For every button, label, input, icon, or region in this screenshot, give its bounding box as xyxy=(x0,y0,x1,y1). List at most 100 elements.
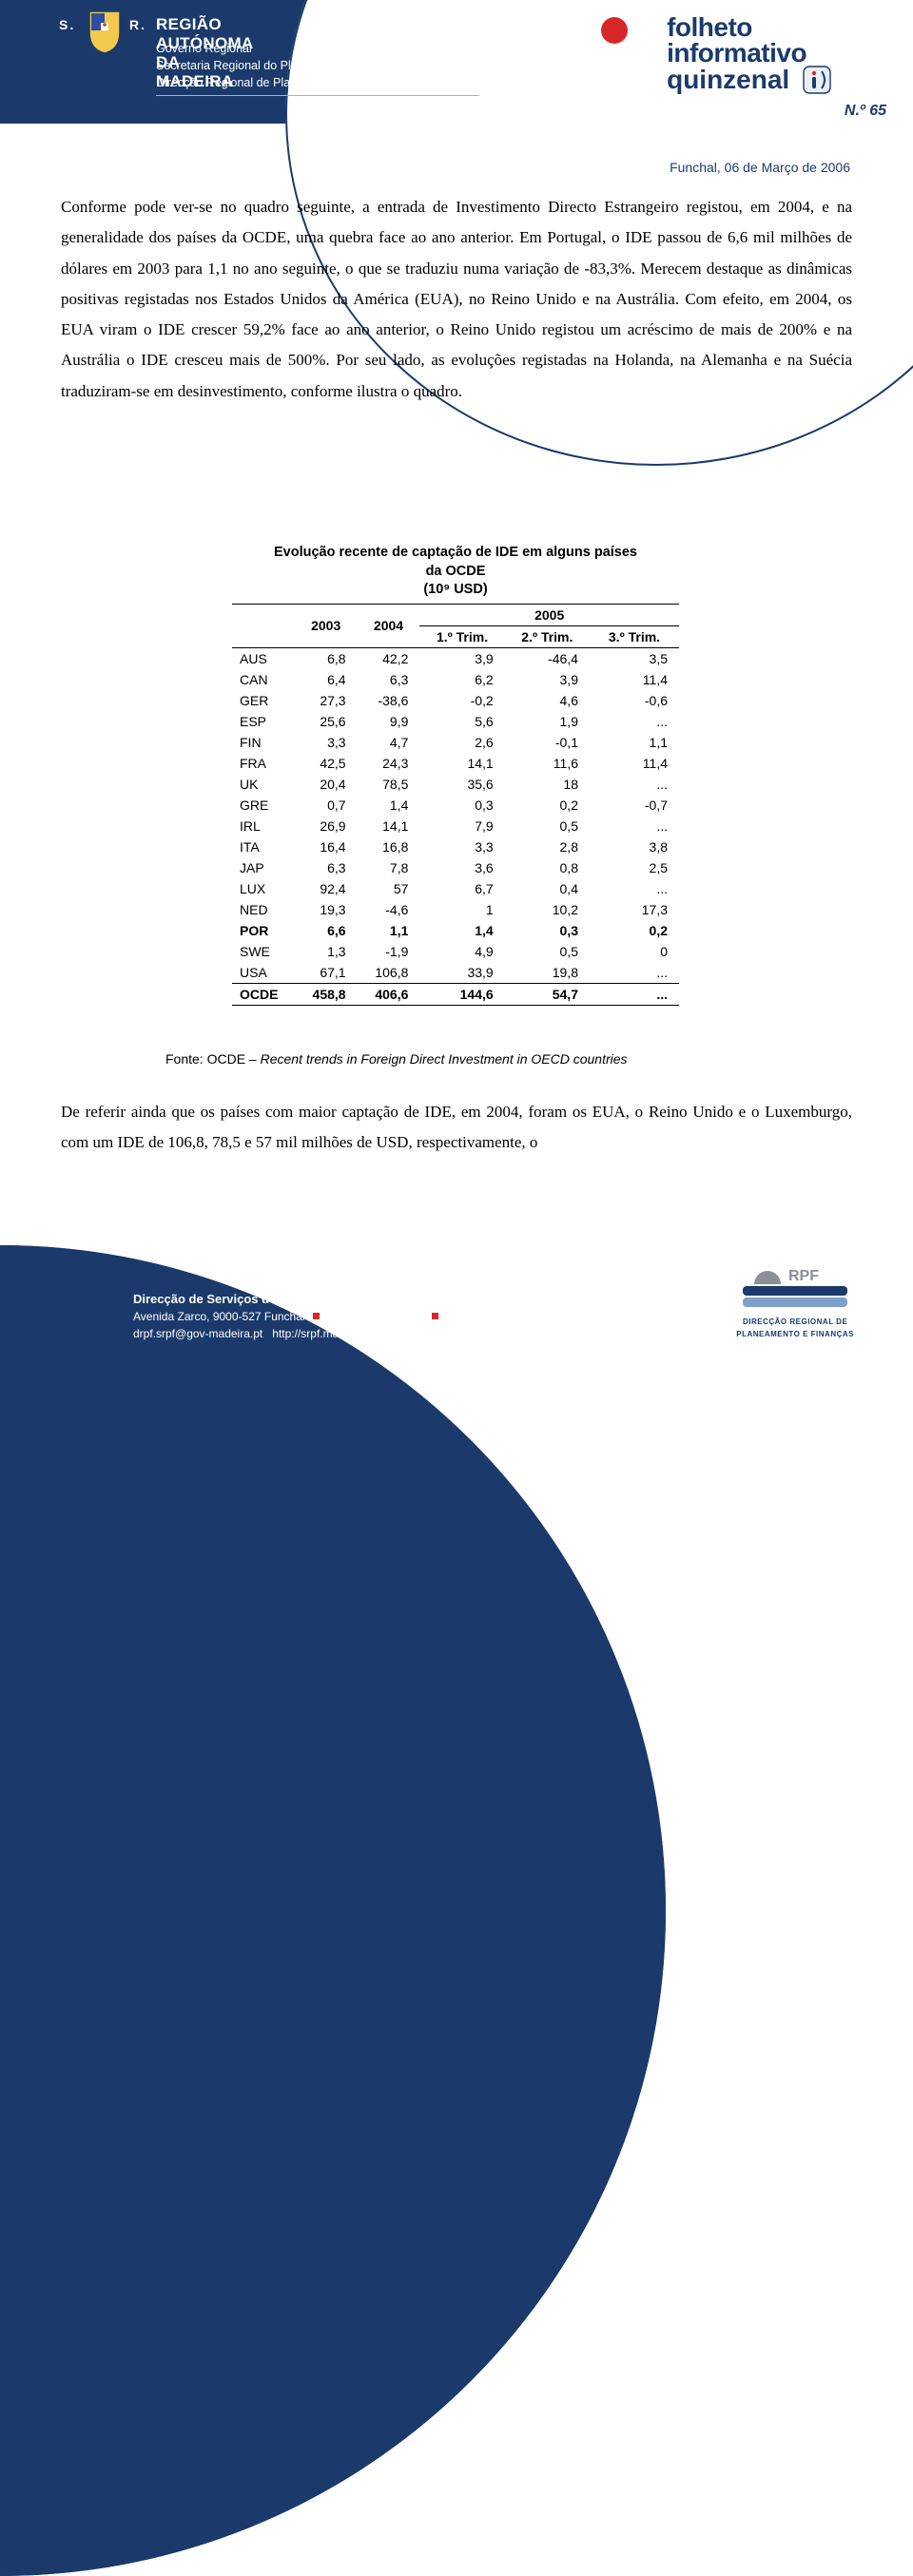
cell-country: FIN xyxy=(232,732,295,753)
issue-number: N.º 65 xyxy=(845,103,886,120)
cell-value: 6,7 xyxy=(419,878,504,899)
cell-value: 6,3 xyxy=(358,669,420,690)
footer-logo-line1: DIRECÇÃO REGIONAL DE xyxy=(736,1317,854,1326)
cell-value: 0 xyxy=(590,941,679,962)
table-row: NED19,3-4,6110,217,3 xyxy=(232,899,679,920)
cell-value: ... xyxy=(590,983,679,1005)
brand-word-2: informativo xyxy=(667,41,831,67)
table-row: FIN3,34,72,6-0,11,1 xyxy=(232,732,679,753)
cell-value: 1 xyxy=(419,899,504,920)
cell-value: 11,4 xyxy=(590,753,679,774)
col-2003: 2003 xyxy=(295,604,358,647)
table-row: USA67,1106,833,919,8... xyxy=(232,962,679,984)
cell-value: 27,3 xyxy=(295,690,358,711)
footer-contact: Direcção de Serviços de Estudos e Planea… xyxy=(133,1290,535,1343)
cell-value: 33,9 xyxy=(419,962,504,984)
cell-value: 406,6 xyxy=(358,983,420,1005)
cell-value: 1,1 xyxy=(590,732,679,753)
cell-value: 1,1 xyxy=(358,920,420,941)
cell-value: 6,6 xyxy=(295,920,358,941)
cell-value: 144,6 xyxy=(419,983,504,1005)
cell-value: ... xyxy=(590,711,679,732)
cell-value: 6,8 xyxy=(295,647,358,669)
table-row: CAN6,46,36,23,911,4 xyxy=(232,669,679,690)
gov-line-2: Secretaria Regional do Plano e Finanças xyxy=(156,57,404,74)
table-title: Evolução recente de captação de IDE em a… xyxy=(232,544,679,600)
cell-value: 24,3 xyxy=(358,753,420,774)
body-paragraph-2: De referir ainda que os países com maior… xyxy=(61,1097,852,1159)
cell-value: -0,6 xyxy=(590,690,679,711)
brand-word-3-text: quinzenal xyxy=(667,65,789,94)
cell-value: 25,6 xyxy=(295,711,358,732)
drpf-logo-icon: RPF xyxy=(743,1267,847,1309)
cell-value: 14,1 xyxy=(358,816,420,836)
ide-data-table: 2003 2004 2005 1.º Trim. 2.º Trim. 3.º T… xyxy=(232,604,679,1006)
cell-value: 3,9 xyxy=(419,647,504,669)
cell-value: 3,9 xyxy=(505,669,590,690)
table-body: AUS6,842,23,9-46,43,5CAN6,46,36,23,911,4… xyxy=(232,647,679,1005)
page-footer: Direcção de Serviços de Estudos e Planea… xyxy=(0,1255,913,1359)
cell-country: OCDE xyxy=(232,983,295,1005)
footer-logo-line2: PLANEAMENTO E FINANÇAS xyxy=(736,1330,854,1338)
table-row: LUX92,4576,70,4... xyxy=(232,878,679,899)
cell-value: 0,4 xyxy=(505,878,590,899)
ide-table-wrap: Evolução recente de captação de IDE em a… xyxy=(232,544,679,1006)
cell-value: 9,9 xyxy=(358,711,420,732)
cell-country: JAP xyxy=(232,857,295,878)
cell-value: ... xyxy=(590,962,679,984)
footer-line-web: drpf.srpf@gov-madeira.pt http://srpf.mad… xyxy=(133,1325,535,1342)
cell-value: 14,1 xyxy=(419,753,504,774)
footer-phone: Telef.: 291 212 170 xyxy=(327,1310,424,1323)
cell-value: 67,1 xyxy=(295,962,358,984)
cell-value: 16,4 xyxy=(295,836,358,857)
sr-initial-left: S. xyxy=(59,17,75,32)
table-title-line3: (10⁹ USD) xyxy=(423,582,487,597)
cell-value: 4,6 xyxy=(505,690,590,711)
cell-value: 1,3 xyxy=(295,941,358,962)
header-underline xyxy=(156,95,479,96)
cell-country: CAN xyxy=(232,669,295,690)
brand-word-3: quinzenal xyxy=(667,66,831,99)
cell-value: 4,9 xyxy=(419,941,504,962)
cell-value: 42,5 xyxy=(295,753,358,774)
cell-value: 0,7 xyxy=(295,795,358,816)
gov-line-1: Governo Regional xyxy=(156,40,404,57)
coat-of-arms-icon xyxy=(87,10,122,55)
footer-logo: RPF DIRECÇÃO REGIONAL DE PLANEAMENTO E F… xyxy=(736,1267,854,1338)
svg-text:RPF: RPF xyxy=(788,1268,819,1284)
table-row: AUS6,842,23,9-46,43,5 xyxy=(232,647,679,669)
cell-value: 1,4 xyxy=(419,920,504,941)
footer-url: http://srpf.madinfo.pt/drpf xyxy=(272,1327,398,1340)
cell-value: 26,9 xyxy=(295,816,358,836)
gov-subtitles: Governo Regional Secretaria Regional do … xyxy=(156,40,404,91)
cell-value: 2,6 xyxy=(419,732,504,753)
table-total-row: OCDE458,8406,6144,654,7... xyxy=(232,983,679,1005)
sr-initial-right: R. xyxy=(129,17,146,32)
cell-value: 0,2 xyxy=(505,795,590,816)
brand-word-1: folheto xyxy=(667,15,831,41)
gov-line-3: Direcção Regional de Planeamento e Finan… xyxy=(156,74,404,91)
newsletter-brand: folheto informativo quinzenal xyxy=(667,15,831,99)
cell-value: 0,5 xyxy=(505,816,590,836)
cell-value: 35,6 xyxy=(419,774,504,795)
cell-value: 0,2 xyxy=(590,920,679,941)
cell-country: SWE xyxy=(232,941,295,962)
cell-value: 92,4 xyxy=(295,878,358,899)
table-source: Fonte: OCDE – Recent trends in Foreign D… xyxy=(165,1051,628,1067)
col-2005: 2005 xyxy=(419,604,679,625)
cell-value: 1,9 xyxy=(505,711,590,732)
footer-fax: Fax: 291 222 139 xyxy=(447,1310,535,1323)
table-row: JAP6,37,83,60,82,5 xyxy=(232,857,679,878)
footer-line-contact: Avenida Zarco, 9000-527 Funchal Telef.: … xyxy=(133,1308,535,1325)
cell-value: 3,5 xyxy=(590,647,679,669)
cell-value: 3,3 xyxy=(419,836,504,857)
red-dot-icon xyxy=(601,17,628,44)
cell-value: 42,2 xyxy=(358,647,420,669)
footer-curve xyxy=(0,1245,666,2576)
cell-value: -1,9 xyxy=(358,941,420,962)
cell-value: 0,5 xyxy=(505,941,590,962)
cell-value: 11,4 xyxy=(590,669,679,690)
cell-value: ... xyxy=(590,816,679,836)
cell-value: 3,6 xyxy=(419,857,504,878)
cell-value: 2,5 xyxy=(590,857,679,878)
